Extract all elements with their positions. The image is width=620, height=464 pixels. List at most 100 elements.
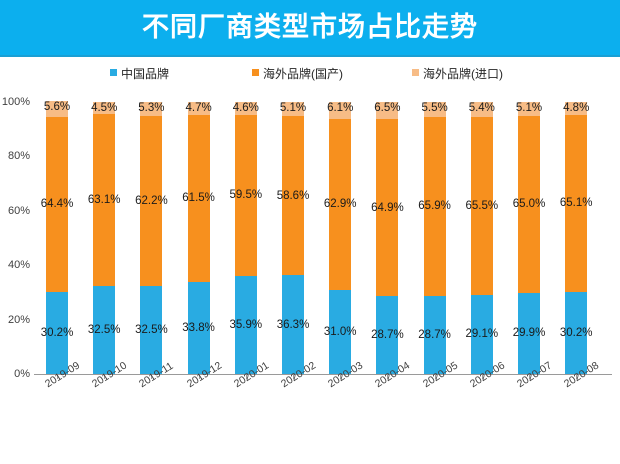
- bar-value-label-china-brand: 29.1%: [465, 328, 499, 341]
- bar-value-label-china-brand: 31.0%: [323, 325, 357, 338]
- bar-segment-china-brand[interactable]: [282, 275, 304, 374]
- stacked-bar[interactable]: 30.2% 65.1% 4.8%: [560, 101, 592, 374]
- bar-value-label-china-brand: 36.3%: [276, 318, 310, 331]
- bar-segment-overseas-import[interactable]: [234, 102, 257, 115]
- bar-value-label-overseas-domestic: 63.1%: [87, 193, 121, 206]
- stacked-bar[interactable]: 29.9% 65.0% 5.1%: [513, 102, 545, 374]
- bar-value-label-china-brand: 33.8%: [182, 322, 215, 335]
- stacked-bar[interactable]: 28.7% 64.9% 6.5%: [371, 101, 404, 374]
- bar-segment-overseas-domestic[interactable]: [234, 114, 257, 277]
- bar-segment-china-brand[interactable]: [93, 285, 116, 374]
- bar-segment-overseas-import[interactable]: [93, 101, 116, 114]
- bar-segment-china-brand[interactable]: [329, 289, 352, 374]
- bar-segment-china-brand[interactable]: [518, 292, 540, 374]
- stacked-bar[interactable]: 32.5% 62.2% 5.3%: [135, 102, 168, 374]
- bar-value-label-overseas-import: 4.6%: [232, 102, 259, 114]
- bar-segment-overseas-domestic[interactable]: [329, 118, 352, 290]
- stacked-bar[interactable]: 33.8% 61.5% 4.7%: [182, 102, 215, 374]
- bar-value-label-overseas-import: 4.7%: [185, 102, 212, 114]
- bar-value-label-overseas-import: 6.5%: [374, 101, 401, 114]
- y-axis-tick-label: 20%: [7, 313, 30, 326]
- bar-value-label-overseas-import: 5.1%: [279, 102, 307, 114]
- bar-segment-china-brand[interactable]: [470, 294, 493, 374]
- bar-value-label-overseas-import: 5.4%: [468, 102, 495, 114]
- bar-value-label-overseas-import: 4.8%: [563, 101, 590, 114]
- bar-value-label-china-brand: 28.7%: [418, 328, 451, 341]
- stacked-bar[interactable]: 32.5% 63.1% 4.5%: [88, 101, 120, 374]
- stacked-bar[interactable]: 35.9% 59.5% 4.6%: [229, 102, 262, 374]
- y-axis-tick-label: 80%: [7, 150, 30, 163]
- bar-value-label-china-brand: 35.9%: [229, 319, 263, 332]
- y-axis-tick-label: 40%: [7, 259, 30, 272]
- bar-segment-china-brand[interactable]: [376, 295, 399, 374]
- bar-segment-overseas-import[interactable]: [518, 102, 540, 116]
- bar-segment-overseas-domestic[interactable]: [93, 113, 116, 286]
- bar-segment-overseas-domestic[interactable]: [46, 116, 68, 292]
- x-axis-line: [34, 374, 612, 375]
- legend-label: 海外品牌(国产): [263, 66, 343, 81]
- legend-label: 海外品牌(进口): [423, 66, 503, 81]
- legend-swatch-icon: [110, 69, 117, 77]
- stacked-bar[interactable]: 28.7% 65.9% 5.5%: [418, 101, 451, 374]
- bar-value-label-china-brand: 32.5%: [135, 323, 168, 336]
- bar-segment-china-brand[interactable]: [140, 285, 163, 374]
- x-axis-tick-mark: [293, 375, 294, 379]
- bar-value-label-overseas-domestic: 65.5%: [465, 199, 499, 212]
- bar-segment-overseas-domestic[interactable]: [140, 116, 163, 286]
- legend-item-3[interactable]: 海外品牌(进口): [412, 62, 503, 84]
- x-axis-tick-mark: [481, 375, 483, 379]
- stacked-bar[interactable]: 30.2% 64.4% 5.6%: [41, 101, 73, 374]
- y-axis-tick-label: 0%: [14, 368, 30, 380]
- bar-value-label-overseas-domestic: 61.5%: [182, 192, 215, 205]
- x-axis-tick-mark: [104, 375, 106, 379]
- bar-segment-overseas-import[interactable]: [565, 101, 588, 115]
- bar-value-label-overseas-domestic: 65.1%: [559, 197, 593, 210]
- bar-value-label-overseas-domestic: 59.5%: [229, 189, 263, 202]
- bar-segment-overseas-import[interactable]: [46, 101, 68, 117]
- legend-item-1[interactable]: 中国品牌: [110, 62, 169, 84]
- stacked-bar[interactable]: 31.0% 62.9% 6.1%: [324, 102, 356, 374]
- bar-segment-china-brand[interactable]: [565, 291, 588, 374]
- bar-segment-overseas-domestic[interactable]: [282, 115, 304, 276]
- bar-value-label-overseas-domestic: 64.4%: [40, 198, 74, 211]
- bar-segment-china-brand[interactable]: [423, 295, 446, 374]
- y-axis-tick-label: 60%: [7, 204, 30, 217]
- bar-value-label-overseas-import: 5.1%: [515, 102, 543, 114]
- bar-value-label-overseas-domestic: 58.6%: [276, 189, 310, 202]
- bar-value-label-overseas-domestic: 64.9%: [371, 201, 404, 214]
- bar-value-label-overseas-domestic: 65.9%: [418, 200, 451, 213]
- x-axis-tick-mark: [198, 375, 200, 379]
- x-axis-tick-mark: [387, 375, 389, 379]
- bar-segment-overseas-domestic[interactable]: [565, 114, 588, 292]
- legend-swatch-icon: [252, 69, 259, 77]
- x-axis-tick-mark: [57, 375, 58, 379]
- bar-segment-overseas-domestic[interactable]: [423, 116, 446, 296]
- legend-label: 中国品牌: [121, 66, 170, 81]
- legend-item-2[interactable]: 海外品牌(国产): [252, 62, 343, 84]
- stacked-bar[interactable]: 36.3% 58.6% 5.1%: [277, 102, 309, 374]
- bar-segment-overseas-import[interactable]: [140, 102, 163, 117]
- bar-value-label-overseas-domestic: 65.0%: [512, 198, 546, 211]
- bar-segment-overseas-domestic[interactable]: [376, 119, 399, 296]
- bar-segment-overseas-import[interactable]: [187, 102, 210, 115]
- x-axis-tick-mark: [151, 375, 153, 379]
- bar-segment-overseas-import[interactable]: [470, 102, 493, 117]
- chart-legend: 中国品牌 海外品牌(国产) 海外品牌(进口): [0, 62, 620, 84]
- bar-segment-overseas-domestic[interactable]: [187, 114, 210, 283]
- bar-segment-overseas-import[interactable]: [423, 101, 446, 117]
- bar-segment-overseas-import[interactable]: [329, 102, 352, 119]
- bar-segment-china-brand[interactable]: [46, 291, 68, 374]
- x-axis-tick-mark: [529, 375, 530, 379]
- bar-value-label-china-brand: 32.5%: [87, 323, 121, 336]
- stacked-bar[interactable]: 29.1% 65.5% 5.4%: [465, 102, 498, 374]
- bar-segment-overseas-import[interactable]: [282, 102, 304, 116]
- bar-segment-china-brand[interactable]: [234, 276, 257, 374]
- bar-segment-overseas-import[interactable]: [376, 101, 399, 120]
- bar-value-label-china-brand: 28.7%: [371, 328, 404, 341]
- bar-value-label-overseas-domestic: 62.2%: [135, 195, 168, 208]
- x-axis-tick-mark: [340, 375, 342, 379]
- bar-segment-overseas-domestic[interactable]: [470, 116, 493, 295]
- bar-segment-china-brand[interactable]: [187, 282, 210, 374]
- bar-segment-overseas-domestic[interactable]: [518, 115, 540, 293]
- bar-value-label-overseas-import: 5.6%: [43, 101, 71, 114]
